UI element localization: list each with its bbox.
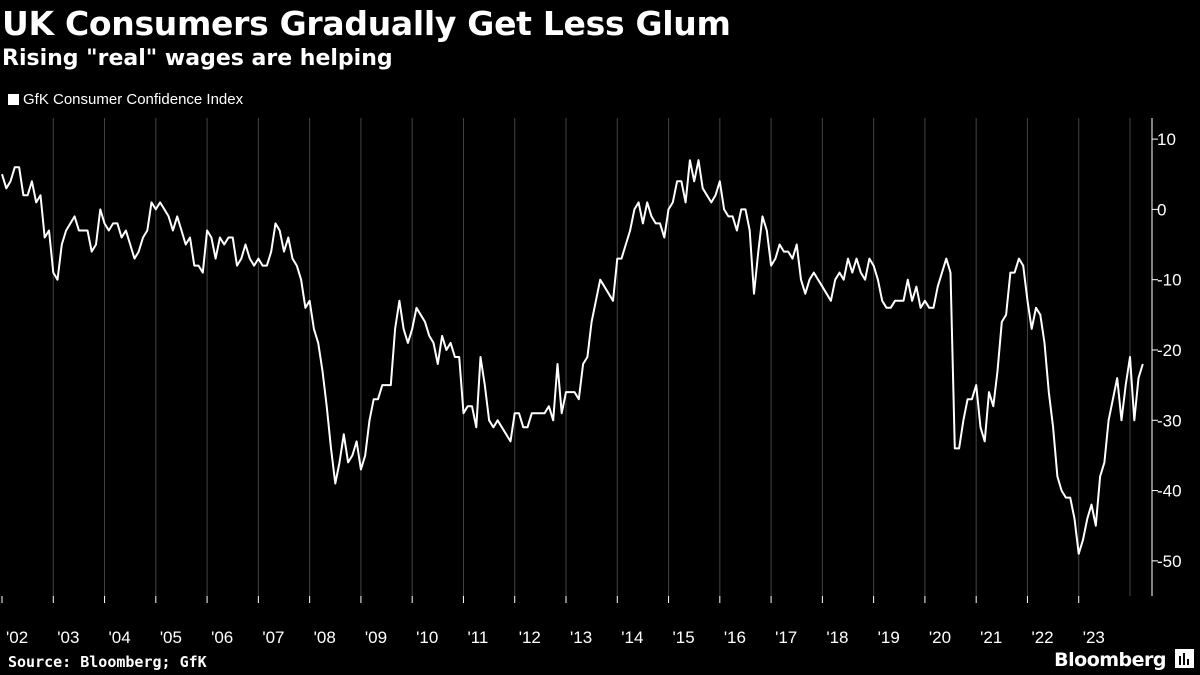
x-tick-label: '18 xyxy=(826,628,848,647)
y-tick-label: -10 xyxy=(1157,271,1182,290)
x-tick-label: '06 xyxy=(211,628,233,647)
x-tick-label: '23 xyxy=(1083,628,1105,647)
legend-swatch xyxy=(8,94,19,105)
x-tick-label: '15 xyxy=(673,628,695,647)
chart-title: UK Consumers Gradually Get Less Glum xyxy=(2,4,731,43)
x-tick-label: '16 xyxy=(724,628,746,647)
bar-chart-icon xyxy=(1175,649,1194,668)
x-tick-label: '17 xyxy=(775,628,797,647)
y-tick-label: -40 xyxy=(1157,482,1182,501)
x-tick-label: '11 xyxy=(467,628,488,647)
x-tick-label: '14 xyxy=(621,628,643,647)
x-tick-label: '12 xyxy=(519,628,541,647)
vertical-gridlines xyxy=(52,118,1131,596)
y-tick-label: -20 xyxy=(1157,341,1182,360)
legend: GfK Consumer Confidence Index xyxy=(8,91,243,108)
x-tick-label: '03 xyxy=(57,628,79,647)
x-tick-label: '19 xyxy=(878,628,900,647)
x-axis-ticks: '02 '03 '04 '05 '06 '07 '08 '09 '10 '11 '12 '13 '14 '… xyxy=(1,596,1105,647)
brand-logo: Bloomberg xyxy=(1054,649,1166,671)
chart-subtitle: Rising "real" wages are helping xyxy=(2,46,393,71)
x-tick-label: '09 xyxy=(365,628,387,647)
y-tick-label: 10 xyxy=(1157,130,1176,149)
y-tick-label: 0 xyxy=(1157,200,1166,219)
x-tick-label: '21 xyxy=(980,628,1002,647)
x-tick-label: '08 xyxy=(314,628,336,647)
y-axis-ticks: 10 0 -10 -20 -30 -40 -50 xyxy=(1152,130,1182,571)
y-tick-label: -50 xyxy=(1157,552,1182,571)
series-line-gfk-consumer-confidence xyxy=(1,159,1144,555)
legend-label: GfK Consumer Confidence Index xyxy=(23,91,244,108)
x-tick-label: '20 xyxy=(929,628,951,647)
x-tick-label: '02 xyxy=(6,628,28,647)
x-tick-label: '22 xyxy=(1031,628,1053,647)
series-layer xyxy=(1,159,1144,555)
source-note: Source: Bloomberg; GfK xyxy=(8,653,207,671)
x-tick-label: '07 xyxy=(262,628,284,647)
x-tick-label: '04 xyxy=(109,628,131,647)
x-tick-label: '13 xyxy=(570,628,592,647)
x-tick-label: '10 xyxy=(416,628,438,647)
x-tick-label: '05 xyxy=(160,628,182,647)
y-tick-label: -30 xyxy=(1157,411,1182,430)
